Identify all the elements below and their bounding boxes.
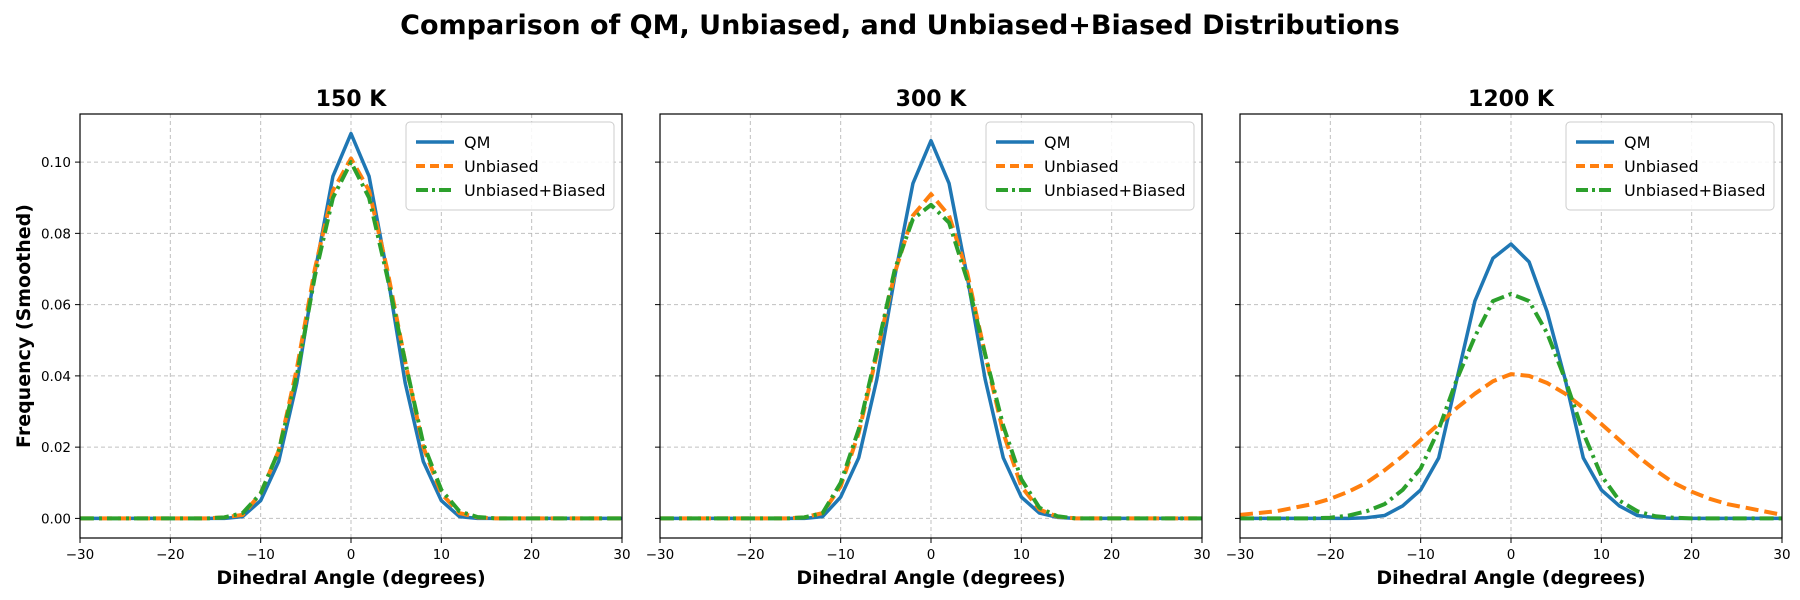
x-tick-label: 0 bbox=[1507, 547, 1516, 563]
x-tick-label: −20 bbox=[156, 547, 185, 563]
series-group bbox=[80, 131, 622, 521]
y-tick-label: 0.08 bbox=[41, 226, 71, 242]
x-tick-label: −10 bbox=[1406, 547, 1435, 563]
x-tick-label: 10 bbox=[1593, 547, 1610, 563]
x-tick-label: 20 bbox=[1103, 547, 1120, 563]
x-tick-label: 20 bbox=[1683, 547, 1700, 563]
y-tick-label: 0.00 bbox=[41, 511, 71, 527]
legend: QM Unbiased Unbiased+Biased bbox=[985, 121, 1195, 211]
x-tick-label: −10 bbox=[246, 547, 275, 563]
y-tick-label: 0.10 bbox=[41, 155, 71, 171]
legend-label: Unbiased+Biased bbox=[1044, 181, 1186, 200]
x-tick-label: −30 bbox=[66, 547, 95, 563]
x-tick-label: −30 bbox=[646, 547, 675, 563]
legend-label: Unbiased bbox=[1044, 157, 1119, 176]
x-tick-label: 0 bbox=[927, 547, 936, 563]
panel-2: −30 −20 −10 0 10 20 30 300 K Dihedral Angle (deg… bbox=[646, 87, 1211, 589]
x-tick-label: −20 bbox=[736, 547, 765, 563]
x-axis-label: Dihedral Angle (degrees) bbox=[1376, 567, 1645, 589]
legend-box bbox=[1565, 121, 1775, 211]
series-line-unbiased-biased bbox=[1240, 291, 1782, 521]
y-tick-label: 0.04 bbox=[41, 369, 71, 385]
panel-title: 150 K bbox=[316, 87, 388, 112]
legend-label: QM bbox=[1044, 133, 1070, 152]
series-line-unbiased bbox=[1240, 372, 1782, 517]
x-tick-label: 30 bbox=[1193, 547, 1210, 563]
panel-1: −30 −20 −10 0 10 20 30 0.00 0.02 0.04 0.06 0.08 0.10… bbox=[13, 87, 631, 589]
series-line-unbiased bbox=[80, 156, 622, 521]
x-tick-label: 10 bbox=[433, 547, 450, 563]
legend-box bbox=[405, 121, 615, 211]
panel-title: 300 K bbox=[896, 87, 968, 112]
series-group bbox=[1240, 242, 1782, 521]
legend-label: Unbiased bbox=[1624, 157, 1699, 176]
x-axis-label: Dihedral Angle (degrees) bbox=[796, 567, 1065, 589]
legend: QM Unbiased Unbiased+Biased bbox=[1565, 121, 1775, 211]
panel-3: −30 −20 −10 0 10 20 30 1200 K Dihedral Angle (de… bbox=[1226, 87, 1791, 589]
panels: −30 −20 −10 0 10 20 30 0.00 0.02 0.04 0.06 0.08 0.10… bbox=[13, 87, 1791, 589]
x-tick-label: 10 bbox=[1013, 547, 1030, 563]
legend-label: Unbiased+Biased bbox=[1624, 181, 1766, 200]
legend-label: Unbiased bbox=[464, 157, 539, 176]
legend-box bbox=[985, 121, 1195, 211]
legend-label: QM bbox=[1624, 133, 1650, 152]
legend-label: Unbiased+Biased bbox=[464, 181, 606, 200]
y-tick-label: 0.06 bbox=[41, 298, 71, 314]
legend: QM Unbiased Unbiased+Biased bbox=[405, 121, 615, 211]
x-axis-label: Dihedral Angle (degrees) bbox=[216, 567, 485, 589]
series-line-unbiased-biased bbox=[80, 160, 622, 521]
x-tick-label: 30 bbox=[1773, 547, 1790, 563]
panel-title: 1200 K bbox=[1468, 87, 1555, 112]
x-tick-label: −20 bbox=[1316, 547, 1345, 563]
series-group bbox=[660, 138, 1202, 521]
x-tick-label: −10 bbox=[826, 547, 855, 563]
x-tick-label: −30 bbox=[1226, 547, 1255, 563]
legend-label: QM bbox=[464, 133, 490, 152]
figure-title: Comparison of QM, Unbiased, and Unbiased… bbox=[400, 10, 1400, 41]
x-tick-label: 30 bbox=[613, 547, 630, 563]
x-tick-label: 20 bbox=[523, 547, 540, 563]
y-tick-label: 0.02 bbox=[41, 440, 71, 456]
y-axis-label: Frequency (Smoothed) bbox=[13, 204, 35, 448]
x-tick-label: 0 bbox=[347, 547, 356, 563]
series-line-unbiased-biased bbox=[660, 202, 1202, 521]
